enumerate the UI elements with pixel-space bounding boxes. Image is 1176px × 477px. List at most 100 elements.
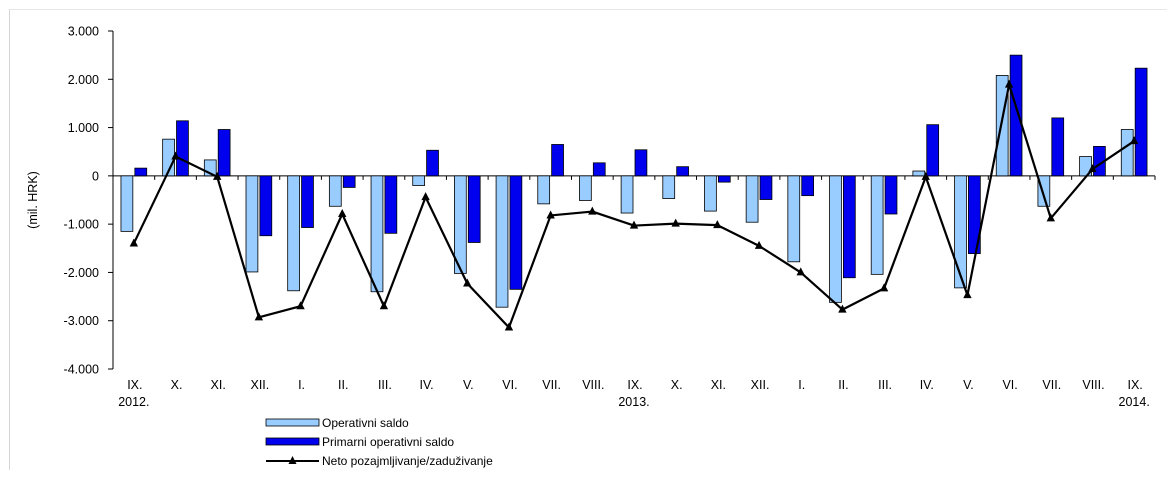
line-marker	[213, 171, 222, 180]
bar-operativni-saldo	[1037, 175, 1051, 207]
x-tick-label: I.	[298, 378, 305, 392]
legend-swatch	[265, 437, 320, 446]
legend-label: Neto pozajmljivanje/zaduživanje	[322, 454, 493, 468]
bar-operativni-saldo	[787, 175, 801, 263]
bar-operativni-saldo	[537, 175, 551, 205]
line-marker	[754, 240, 764, 249]
bar-operativni-saldo	[412, 175, 425, 186]
x-year-label: 2013.	[618, 395, 649, 409]
y-tick-label: 3.000	[68, 25, 99, 39]
x-tick-label: XI.	[711, 378, 726, 392]
bar-primarni-operativni-saldo	[843, 175, 856, 279]
legend-swatch	[265, 418, 320, 427]
x-tick-label: I.	[798, 378, 805, 392]
bar-primarni-operativni-saldo	[509, 175, 523, 290]
bar-operativni-saldo	[1120, 129, 1134, 177]
bar-primarni-operativni-saldo	[551, 144, 564, 177]
y-tick-label: -1.000	[64, 218, 99, 232]
line-marker	[921, 171, 930, 180]
bar-primarni-operativni-saldo	[384, 175, 398, 234]
x-tick-label: VI.	[502, 378, 517, 392]
bar-operativni-saldo	[370, 175, 384, 293]
bar-operativni-saldo	[287, 175, 300, 292]
x-tick-label: IV.	[420, 378, 434, 392]
x-tick-label: XI.	[211, 378, 226, 392]
bar-operativni-saldo	[745, 175, 759, 223]
legend: Operativni saldo Primarni operativni sald…	[265, 416, 493, 468]
bar-primarni-operativni-saldo	[1051, 117, 1065, 177]
bar-operativni-saldo	[912, 170, 926, 177]
x-tick-label: II.	[838, 378, 848, 392]
bar-primarni-operativni-saldo	[1009, 54, 1023, 177]
x-tick-label: IX.	[127, 378, 142, 392]
bar-operativni-saldo	[245, 175, 259, 273]
x-tick-label: VII.	[1042, 378, 1061, 392]
x-tick-label: IX.	[1128, 378, 1143, 392]
bar-operativni-saldo	[870, 175, 884, 275]
axis-labels: 3.000 2.000 1.000 0 -1.000 -2.000 -3.000 -4.000…	[64, 25, 1150, 410]
x-tick-label: III.	[878, 378, 892, 392]
x-tick-label: VIII.	[582, 378, 604, 392]
x-tick-label: XII.	[250, 378, 269, 392]
bar-primarni-operativni-saldo	[759, 175, 773, 200]
bar-operativni-saldo	[662, 175, 676, 199]
line-marker	[1129, 136, 1139, 145]
line-marker	[379, 301, 389, 310]
y-tick-label: 2.000	[68, 73, 99, 87]
line-marker	[629, 220, 639, 229]
bar-operativni-saldo	[454, 175, 467, 274]
chart-frame	[9, 9, 1167, 470]
line-marker	[713, 220, 722, 229]
x-tick-label: XII.	[751, 378, 770, 392]
x-tick-label: VI.	[1002, 378, 1017, 392]
line-marker	[879, 283, 889, 292]
y-tick-label: -4.000	[64, 363, 99, 377]
bar-primarni-operativni-saldo	[676, 166, 689, 177]
bar-primarni-operativni-saldo	[426, 149, 439, 177]
x-tick-label: V.	[963, 378, 974, 392]
x-year-label: 2014.	[1119, 395, 1150, 409]
line-marker	[963, 290, 972, 299]
line-marker	[171, 151, 180, 160]
bar-primarni-operativni-saldo	[301, 175, 314, 228]
line-series	[129, 79, 1139, 331]
line-marker	[546, 210, 555, 219]
bar-operativni-saldo	[829, 175, 842, 303]
x-tick-label: IV.	[920, 378, 934, 392]
bar-primarni-operativni-saldo	[592, 162, 606, 177]
line-neto-pozajmljivanje	[132, 83, 1135, 329]
bar-primarni-operativni-saldo	[342, 175, 356, 188]
line-marker	[254, 312, 264, 321]
x-tick-label: II.	[338, 378, 348, 392]
bar-primarni-operativni-saldo	[217, 129, 231, 177]
bar-operativni-saldo	[495, 175, 509, 308]
bar-primarni-operativni-saldo	[134, 167, 148, 177]
x-year-label: 2012.	[118, 395, 149, 409]
bar-operativni-saldo	[704, 175, 717, 212]
bar-operativni-saldo	[120, 175, 134, 232]
bar-operativni-saldo	[328, 175, 342, 207]
line-marker	[588, 206, 597, 215]
x-tick-label: V.	[463, 378, 474, 392]
x-tick-label: X.	[671, 378, 683, 392]
line-marker	[796, 267, 805, 276]
y-tick-label: 0	[92, 169, 99, 183]
line-marker	[1088, 164, 1097, 173]
bar-operativni-saldo	[954, 175, 967, 289]
bar-primarni-operativni-saldo	[884, 175, 898, 215]
bar-primarni-operativni-saldo	[1134, 67, 1148, 177]
bar-primarni-operativni-saldo	[176, 120, 189, 177]
bar-primarni-operativni-saldo	[717, 175, 731, 183]
y-tick-label: -2.000	[64, 266, 99, 280]
legend-label: Primarni operativni saldo	[322, 435, 454, 449]
x-tick-label: VIII.	[1082, 378, 1104, 392]
bar-operativni-saldo	[203, 159, 217, 177]
y-tick-label: -3.000	[64, 314, 99, 328]
bars	[120, 54, 1148, 308]
line-marker	[838, 304, 847, 313]
bar-primarni-operativni-saldo	[467, 175, 481, 243]
bar-operativni-saldo	[995, 75, 1009, 177]
bar-operativni-saldo	[620, 175, 634, 214]
axes	[108, 30, 1156, 370]
